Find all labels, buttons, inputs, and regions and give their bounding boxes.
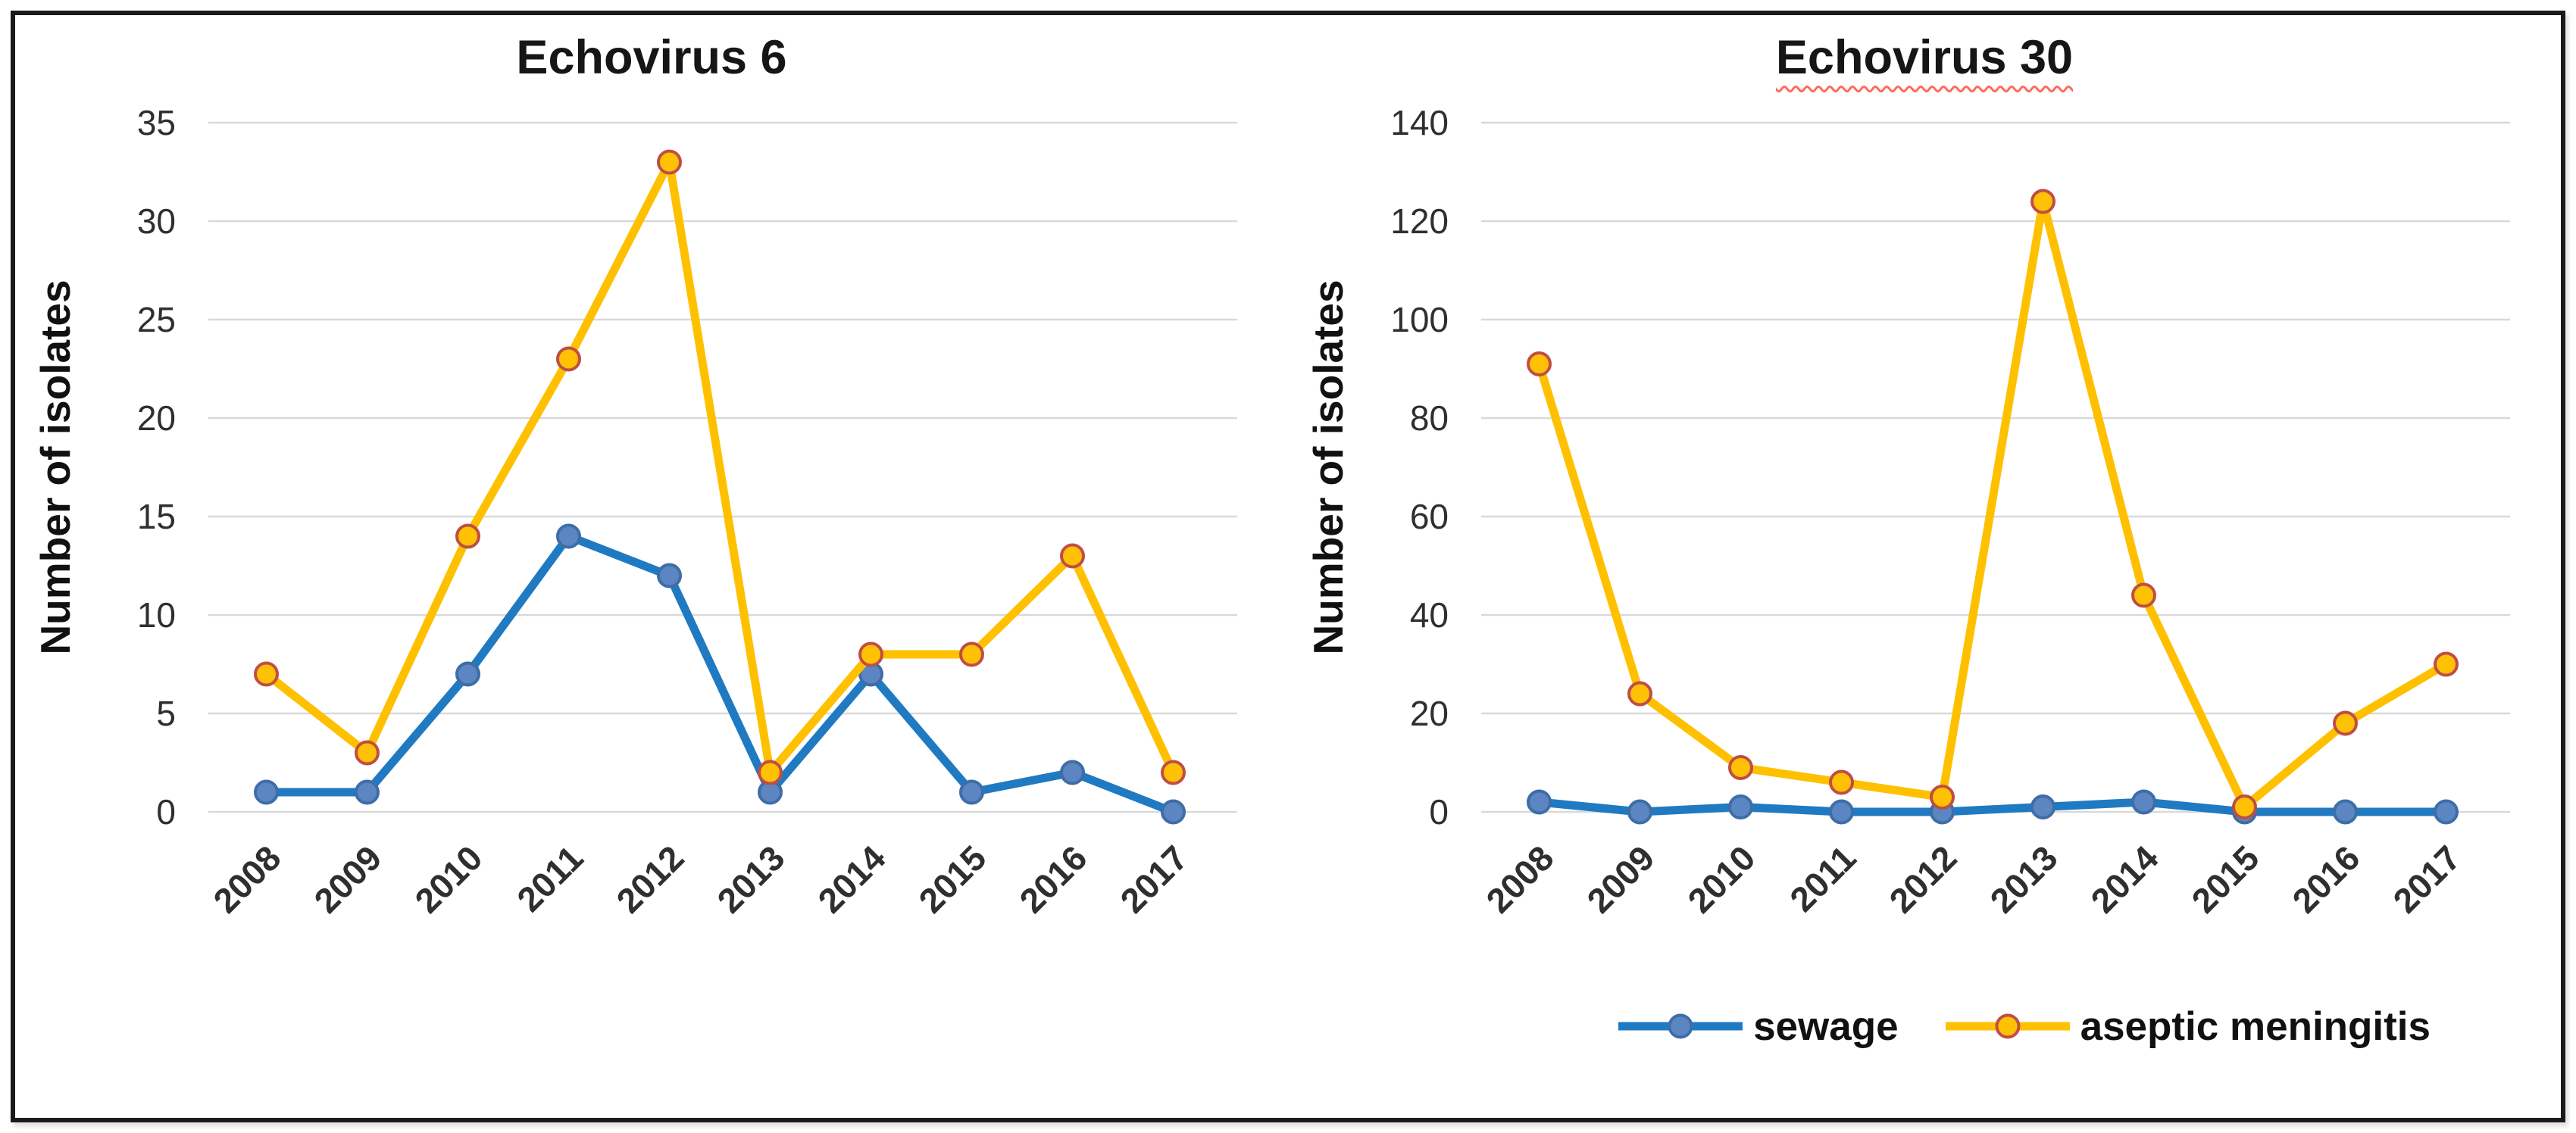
series-line-sewage	[1535, 797, 2450, 816]
y-tick-label: 140	[1390, 103, 1449, 142]
y-tick-label: 80	[1410, 398, 1449, 438]
y-axis-title: Number of isolates	[32, 279, 79, 654]
data-point-aseptic-meningitis	[1728, 755, 1753, 780]
data-point-aseptic-meningitis	[1060, 543, 1085, 569]
y-tick-label: 0	[1429, 792, 1449, 832]
x-tick-label: 2014	[2083, 838, 2165, 920]
legend-label-aseptic-meningitis: aseptic meningitis	[2080, 1003, 2431, 1049]
x-tick-label: 2017	[1112, 838, 1195, 920]
chart-title-echovirus-6: Echovirus 6	[15, 23, 1288, 92]
y-axis-title: Number of isolates	[1305, 279, 1352, 654]
x-tick-label: 2011	[1782, 838, 1863, 919]
y-tick-label: 5	[156, 694, 176, 733]
x-tick-label: 2017	[2385, 838, 2468, 920]
chart-echovirus-6: Echovirus 6 0 5 10 15 20 25 30 35 2008 2009 2010 20…	[15, 23, 1288, 1118]
data-point-sewage	[2333, 799, 2358, 825]
data-point-sewage	[657, 563, 682, 588]
y-tick-label: 20	[137, 398, 176, 438]
x-tick-label: 2015	[2184, 838, 2266, 920]
y-tick-label: 20	[1410, 694, 1449, 733]
x-tick-label: 2008	[1478, 838, 1561, 920]
data-point-sewage	[1161, 799, 1186, 825]
data-point-sewage	[1527, 789, 1552, 815]
data-point-aseptic-meningitis	[2333, 710, 2358, 736]
data-point-aseptic-meningitis	[758, 760, 783, 785]
data-point-sewage	[1829, 799, 1854, 825]
x-tick-label: 2013	[709, 838, 792, 920]
x-tick-label: 2009	[1579, 838, 1662, 920]
x-tick-label: 2016	[2284, 838, 2367, 920]
x-tick-label: 2014	[810, 838, 893, 920]
sewage-line-swatch	[1618, 1013, 1743, 1039]
data-point-aseptic-meningitis	[2131, 582, 2156, 608]
x-tick-label: 2011	[509, 838, 590, 919]
legend-marker	[1668, 1013, 1693, 1039]
y-tick-label: 10	[137, 595, 176, 635]
data-point-sewage	[2030, 794, 2055, 819]
series-line-sewage	[262, 532, 1177, 816]
data-point-aseptic-meningitis	[1161, 760, 1186, 785]
data-point-aseptic-meningitis	[959, 641, 984, 667]
x-tick-label: 2016	[1011, 838, 1094, 920]
series-line-aseptic-meningitis	[1535, 197, 2450, 811]
chart-title-text: Echovirus 6	[516, 31, 787, 84]
legend-item-aseptic-meningitis: aseptic meningitis	[1943, 1003, 2431, 1050]
data-point-aseptic-meningitis	[2434, 651, 2459, 677]
data-point-sewage	[556, 523, 581, 549]
x-tick-label: 2015	[911, 838, 993, 920]
data-point-aseptic-meningitis	[1627, 681, 1652, 707]
data-point-aseptic-meningitis	[556, 346, 581, 372]
data-point-aseptic-meningitis	[2232, 794, 2257, 819]
data-point-sewage	[959, 779, 984, 805]
y-tick-label: 30	[137, 201, 176, 241]
y-tick-label: 15	[137, 497, 176, 536]
y-tick-label: 120	[1390, 201, 1449, 241]
chart-echovirus-30: Echovirus 30 0 20 40 60 80 100 120 140 2008 2009 2…	[1288, 23, 2561, 1118]
data-point-sewage	[254, 779, 279, 805]
y-tick-label: 0	[156, 792, 176, 832]
data-point-aseptic-meningitis	[1829, 769, 1854, 795]
x-tick-label: 2009	[306, 838, 389, 920]
chart-title-text: Echovirus 30	[1775, 31, 2074, 84]
y-tick-label: 60	[1410, 497, 1449, 536]
data-point-aseptic-meningitis	[858, 641, 883, 667]
data-point-sewage	[1728, 794, 1753, 819]
x-tick-label: 2010	[407, 838, 489, 920]
data-point-aseptic-meningitis	[455, 523, 480, 549]
y-tick-label: 100	[1390, 300, 1449, 339]
y-tick-label: 35	[137, 103, 176, 142]
series-line-aseptic-meningitis	[262, 158, 1177, 777]
x-tick-label: 2012	[1881, 838, 1964, 920]
x-tick-label: 2013	[1982, 838, 2065, 920]
data-point-sewage	[1060, 760, 1085, 785]
data-point-sewage	[455, 661, 480, 687]
y-tick-label: 40	[1410, 595, 1449, 635]
data-point-aseptic-meningitis	[1930, 785, 1955, 810]
data-point-aseptic-meningitis	[254, 661, 279, 687]
legend: sewage aseptic meningitis	[1288, 980, 2561, 1072]
data-point-sewage	[355, 779, 380, 805]
data-point-sewage	[1627, 799, 1652, 825]
x-tick-label: 2010	[1680, 838, 1762, 920]
data-point-aseptic-meningitis	[355, 740, 380, 766]
data-point-sewage	[2131, 789, 2156, 815]
data-point-aseptic-meningitis	[1527, 351, 1552, 376]
x-tick-label: 2012	[608, 838, 691, 920]
legend-item-sewage: sewage	[1615, 1003, 1899, 1050]
figure-frame: Echovirus 6 0 5 10 15 20 25 30 35 2008 2009 2010 20…	[11, 11, 2565, 1122]
data-point-sewage	[2434, 799, 2459, 825]
legend-marker	[1995, 1013, 2021, 1039]
data-point-aseptic-meningitis	[2030, 189, 2055, 214]
y-tick-label: 25	[137, 300, 176, 339]
data-point-aseptic-meningitis	[657, 149, 682, 175]
aseptic-meningitis-line-swatch	[1945, 1013, 2070, 1039]
chart-title-echovirus-30: Echovirus 30	[1288, 23, 2561, 92]
legend-label-sewage: sewage	[1753, 1003, 1899, 1049]
x-tick-label: 2008	[205, 838, 288, 920]
